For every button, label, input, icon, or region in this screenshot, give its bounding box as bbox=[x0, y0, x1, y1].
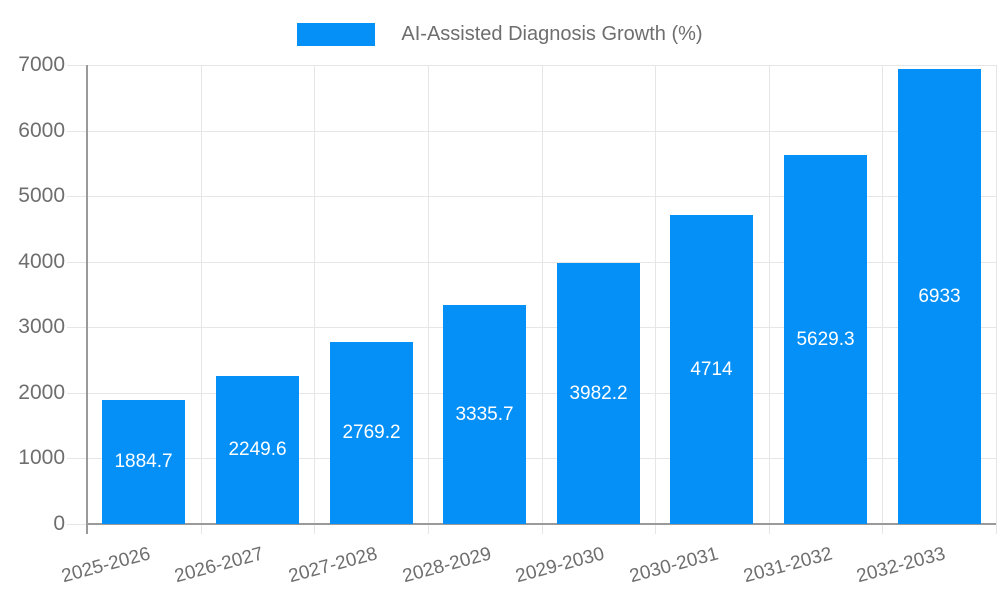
y-gridline bbox=[67, 65, 996, 66]
x-gridline bbox=[542, 65, 543, 534]
bar-2032-2033[interactable]: 6933 bbox=[898, 69, 981, 524]
bar-value-label: 4714 bbox=[690, 358, 733, 380]
y-axis-tick-label: 5000 bbox=[18, 184, 65, 207]
x-axis-tick-label: 2030-2031 bbox=[627, 543, 721, 588]
x-gridline bbox=[314, 65, 315, 534]
y-axis-tick-label: 6000 bbox=[18, 119, 65, 142]
y-gridline bbox=[67, 131, 996, 132]
bar-2029-2030[interactable]: 3982.2 bbox=[557, 263, 640, 524]
x-gridline bbox=[655, 65, 656, 534]
y-gridline bbox=[67, 196, 996, 197]
y-axis-tick-label: 0 bbox=[53, 512, 65, 535]
y-gridline bbox=[67, 262, 996, 263]
x-gridline bbox=[996, 65, 997, 534]
x-gridline bbox=[428, 65, 429, 534]
bar-2031-2032[interactable]: 5629.3 bbox=[784, 155, 867, 524]
bar-value-label: 1884.7 bbox=[114, 451, 173, 472]
bar-value-label: 6933 bbox=[918, 285, 961, 307]
bar-value-label: 5629.3 bbox=[796, 328, 855, 350]
y-axis-line bbox=[86, 65, 88, 534]
x-gridline bbox=[769, 65, 770, 534]
bar-2025-2026[interactable]: 1884.7 bbox=[102, 400, 185, 524]
bar-2026-2027[interactable]: 2249.6 bbox=[216, 376, 299, 524]
x-gridline bbox=[882, 65, 883, 534]
x-axis-tick-label: 2031-2032 bbox=[741, 543, 835, 588]
bar-value-label: 3982.2 bbox=[569, 382, 628, 404]
y-gridline bbox=[67, 327, 996, 328]
legend-label: AI-Assisted Diagnosis Growth (%) bbox=[401, 23, 703, 45]
x-axis-tick-label: 2025-2026 bbox=[59, 543, 153, 588]
y-gridline bbox=[67, 458, 996, 459]
x-gridline bbox=[201, 65, 202, 534]
x-axis-tick-label: 2032-2033 bbox=[854, 543, 948, 588]
y-gridline bbox=[67, 393, 996, 394]
x-axis-line bbox=[87, 523, 996, 525]
bar-value-label: 2769.2 bbox=[342, 422, 401, 443]
y-axis-tick-label: 1000 bbox=[18, 446, 65, 469]
bar-2027-2028[interactable]: 2769.2 bbox=[330, 342, 413, 524]
bar-2030-2031[interactable]: 4714 bbox=[670, 215, 753, 524]
x-axis-tick-label: 2029-2030 bbox=[513, 543, 607, 588]
x-axis-tick-label: 2026-2027 bbox=[172, 543, 266, 588]
y-axis-tick-label: 4000 bbox=[18, 250, 65, 273]
y-axis-tick-label: 7000 bbox=[18, 53, 65, 76]
y-axis-tick-label: 3000 bbox=[18, 315, 65, 338]
bar-value-label: 2249.6 bbox=[228, 439, 287, 460]
y-tick-mark bbox=[67, 524, 87, 525]
chart-legend[interactable]: AI-Assisted Diagnosis Growth (%) bbox=[0, 21, 1000, 47]
y-axis-tick-label: 2000 bbox=[18, 381, 65, 404]
bar-value-label: 3335.7 bbox=[455, 403, 514, 425]
x-axis-tick-label: 2028-2029 bbox=[400, 543, 494, 588]
legend-swatch bbox=[297, 22, 376, 46]
bar-2028-2029[interactable]: 3335.7 bbox=[443, 305, 526, 524]
x-axis-tick-label: 2027-2028 bbox=[286, 543, 380, 588]
